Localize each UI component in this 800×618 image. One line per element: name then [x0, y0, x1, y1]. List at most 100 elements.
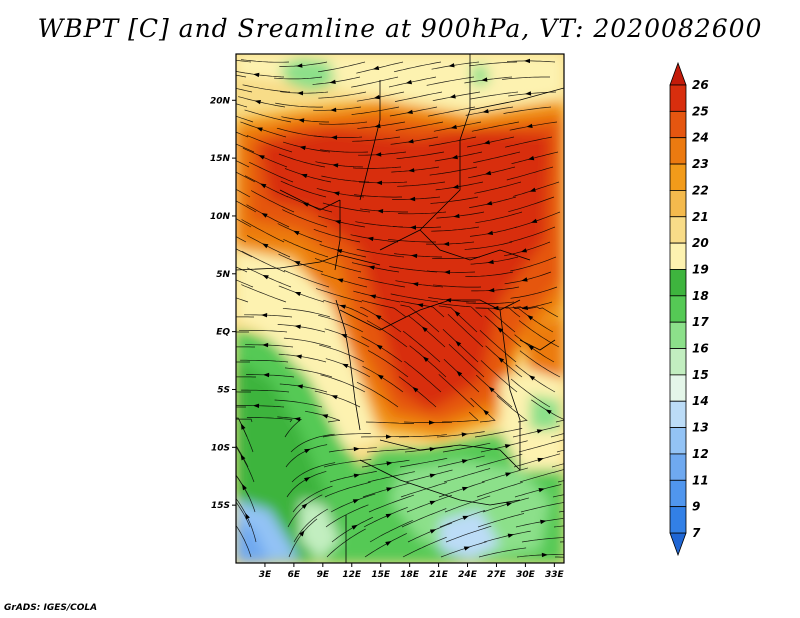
lat-tick-label: 15S: [211, 501, 230, 511]
streamline: [474, 428, 523, 438]
lon-tick-label: 18E: [400, 570, 420, 580]
colorbar-label: 15: [692, 368, 709, 382]
streamline-arrowhead: [429, 473, 436, 478]
streamline: [325, 504, 369, 528]
streamline: [319, 121, 368, 125]
streamline: [275, 102, 324, 108]
streamline-arrowhead: [545, 409, 552, 415]
streamline: [244, 109, 292, 123]
streamline-arrowhead: [222, 84, 228, 88]
colorbar-swatch: [669, 321, 687, 349]
lon-tick-label: 33E: [545, 570, 565, 580]
map-figure: 20N 15N 10N 5N EQ 5S 10S 15S 3E 6E 9E 12E 15E 18E 21E…: [210, 53, 709, 580]
streamline-arrowhead: [487, 259, 494, 265]
streamline-arrowhead: [504, 444, 512, 449]
streamline: [470, 91, 519, 100]
lat-tick-label: 15N: [210, 154, 231, 164]
credit-label: GrADS: IGES/COLA: [4, 603, 98, 613]
colorbar-label: 21: [692, 210, 709, 224]
streamline-arrowhead: [374, 123, 381, 129]
streamline-arrowhead: [497, 327, 504, 333]
streamline: [292, 485, 333, 513]
lon-tick-label: 15E: [371, 570, 391, 580]
lon-tick-label: 3E: [259, 570, 272, 580]
streamline: [401, 508, 447, 528]
streamline: [426, 76, 475, 86]
streamline-arrowhead: [412, 386, 419, 393]
colorbar-label: 14: [692, 394, 709, 408]
streamline: [435, 181, 484, 191]
lat-tick-label: 20N: [210, 96, 231, 106]
streamline-arrowhead: [228, 168, 234, 173]
streamline: [236, 200, 257, 213]
streamline: [236, 501, 251, 528]
streamline-arrowhead: [329, 79, 336, 84]
streamline-arrowhead: [481, 77, 488, 82]
streamline: [356, 248, 405, 258]
streamline: [353, 290, 401, 303]
streamline: [249, 161, 294, 183]
streamline-arrowhead: [342, 363, 349, 369]
streamline-arrowhead: [296, 384, 303, 389]
streamline-arrowhead: [406, 109, 413, 114]
streamline-arrowhead: [451, 154, 458, 160]
streamline: [396, 151, 445, 160]
colorbar-label: 17: [692, 315, 709, 329]
streamline-arrowhead: [409, 196, 416, 202]
streamline-arrowhead: [524, 58, 530, 64]
streamline-arrowhead: [530, 218, 538, 223]
streamline-arrowhead: [240, 454, 246, 461]
streamline: [391, 166, 440, 173]
streamline: [236, 143, 255, 153]
streamline-arrowhead: [585, 540, 591, 544]
streamline: [409, 345, 447, 378]
streamline: [287, 494, 323, 528]
streamline: [290, 433, 335, 453]
streamline: [400, 482, 447, 498]
streamline: [440, 541, 487, 558]
colorbar-swatch: [669, 295, 687, 323]
streamline-arrowhead: [484, 170, 492, 176]
streamline: [448, 344, 485, 378]
streamline: [274, 76, 323, 80]
streamline-arrowhead: [505, 472, 512, 477]
streamline-arrowhead: [448, 63, 455, 68]
streamline: [314, 135, 363, 138]
streamline: [464, 76, 513, 84]
colorbar-label: 20: [692, 236, 709, 250]
streamline-arrowhead: [331, 395, 338, 400]
colorbar-label: 19: [692, 262, 709, 276]
streamline: [550, 433, 564, 438]
streamline-arrowhead: [353, 446, 360, 452]
streamline: [320, 374, 366, 393]
streamline: [433, 284, 482, 288]
streamline: [236, 266, 248, 273]
streamline: [485, 345, 523, 378]
streamline-arrowhead: [412, 282, 419, 287]
streamline: [361, 300, 407, 318]
streamline: [368, 494, 415, 513]
streamline: [390, 136, 439, 145]
streamline-arrowhead: [584, 507, 590, 511]
streamline: [428, 297, 477, 303]
streamline: [357, 121, 406, 129]
streamline: [436, 431, 485, 438]
streamline-arrowhead: [261, 313, 268, 318]
streamline-arrowhead: [421, 326, 428, 333]
colorbar-swatch: [669, 216, 687, 244]
streamline: [514, 484, 562, 498]
streamline: [395, 280, 444, 288]
colorbar-top-arrow: [669, 61, 687, 86]
streamline-arrowhead: [294, 261, 301, 266]
streamline-arrowhead: [260, 183, 267, 189]
streamline: [520, 502, 564, 513]
streamline-arrowhead: [429, 420, 435, 425]
lon-tick-label: 27E: [487, 570, 507, 580]
streamline-arrowhead: [461, 459, 469, 464]
streamline-arrowhead: [488, 386, 495, 393]
streamline-arrowhead: [321, 414, 329, 419]
colorbar-swatch: [669, 163, 687, 191]
streamline: [312, 76, 361, 85]
streamline: [473, 151, 521, 164]
streamline: [236, 474, 256, 513]
